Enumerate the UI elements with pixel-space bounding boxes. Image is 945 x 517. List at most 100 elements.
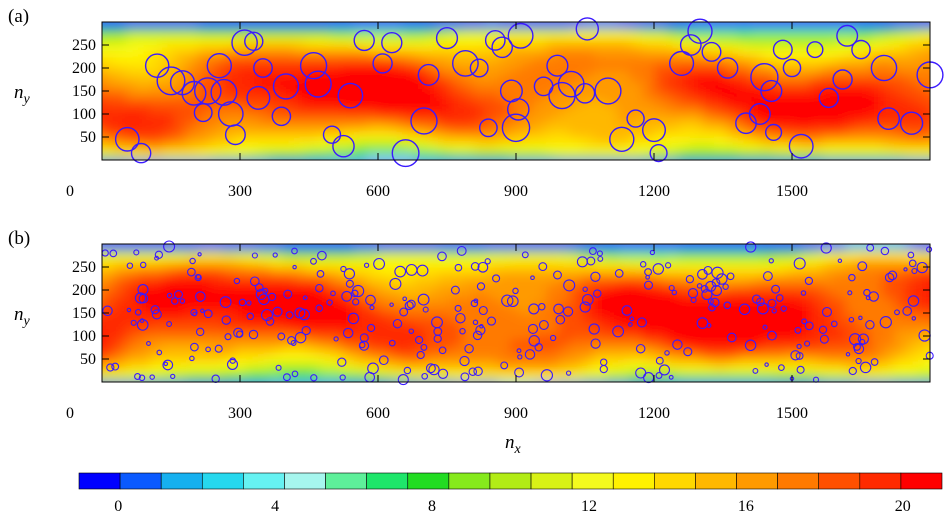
field-cell: [102, 304, 115, 311]
field-cell: [750, 256, 763, 263]
field-cell: [174, 334, 187, 341]
field-cell: [690, 58, 703, 65]
field-cell: [198, 82, 211, 89]
field-cell: [342, 136, 355, 143]
field-cell: [366, 40, 379, 47]
field-cell: [498, 322, 511, 329]
particle-circle: [639, 261, 647, 268]
field-cell: [918, 130, 930, 137]
field-cell: [702, 52, 715, 59]
field-cell: [366, 160, 379, 167]
field-cell: [678, 154, 691, 160]
field-cell: [798, 124, 811, 131]
field-cell: [510, 364, 523, 371]
field-cell: [678, 352, 691, 359]
field-cell: [246, 88, 259, 95]
field-cell: [714, 22, 727, 29]
field-cell: [606, 112, 619, 119]
field-cell: [378, 250, 391, 257]
field-cell: [906, 118, 919, 125]
field-cell: [930, 310, 943, 317]
field-cell: [270, 274, 283, 281]
field-cell: [246, 340, 259, 347]
field-cell: [510, 70, 523, 77]
field-cell: [354, 142, 367, 149]
field-cell: [690, 358, 703, 365]
field-cell: [234, 304, 247, 311]
field-cell: [666, 136, 679, 143]
field-cell: [354, 22, 367, 29]
field-cell: [210, 58, 223, 65]
field-cell: [474, 154, 487, 160]
field-cell: [426, 100, 439, 107]
field-cell: [138, 58, 151, 65]
field-cell: [930, 250, 943, 257]
field-cell: [174, 82, 187, 89]
field-cell: [450, 34, 463, 41]
field-cell: [354, 358, 367, 365]
field-cell: [570, 262, 583, 269]
field-cell: [762, 130, 775, 137]
field-cell: [366, 70, 379, 77]
field-cell: [642, 106, 655, 113]
field-cell: [354, 280, 367, 287]
field-cell: [894, 280, 907, 287]
field-cell: [162, 268, 175, 275]
field-cell: [450, 136, 463, 143]
field-cell: [582, 262, 595, 269]
field-cell: [306, 286, 319, 293]
field-cell: [534, 88, 547, 95]
field-cell: [894, 274, 907, 281]
field-cell: [870, 358, 883, 365]
field-cell: [618, 118, 631, 125]
field-cell: [666, 250, 679, 257]
field-cell: [702, 46, 715, 53]
field-cell: [426, 154, 439, 160]
field-cell: [930, 346, 943, 353]
field-cell: [522, 52, 535, 59]
field-cell: [750, 94, 763, 101]
field-cell: [270, 160, 283, 167]
colorbar-segment: [243, 472, 285, 490]
field-cell: [666, 298, 679, 305]
particle-circle: [644, 268, 653, 277]
field-cell: [762, 322, 775, 329]
field-cell: [918, 298, 930, 305]
field-cell: [102, 316, 115, 323]
field-cell: [282, 292, 295, 299]
colorbar-segment: [489, 472, 532, 490]
particle-circle: [272, 306, 283, 317]
field-cell: [846, 262, 859, 269]
particle-circle: [339, 374, 346, 381]
field-cell: [150, 130, 163, 137]
field-cell: [474, 40, 487, 47]
x-tick-label: 1500: [776, 405, 808, 422]
field-cell: [306, 130, 319, 137]
field-cell: [498, 148, 511, 155]
field-cell: [198, 364, 211, 371]
field-cell: [402, 244, 415, 251]
field-cell: [330, 88, 343, 95]
field-cell: [750, 34, 763, 41]
field-cell: [618, 76, 631, 83]
field-cell: [414, 100, 427, 107]
field-cell: [174, 310, 187, 317]
particle-circle: [358, 340, 370, 351]
field-cell: [894, 244, 907, 251]
field-cell: [138, 154, 151, 160]
field-cell: [750, 244, 763, 251]
particle-circle: [433, 334, 442, 343]
field-cell: [594, 376, 607, 382]
field-cell: [882, 370, 895, 377]
field-cell: [726, 124, 739, 131]
field-cell: [174, 382, 187, 389]
field-cell: [870, 130, 883, 137]
field-cell: [918, 160, 931, 167]
field-cell: [138, 88, 151, 95]
field-cell: [618, 322, 631, 329]
field-cell: [258, 358, 271, 365]
field-cell: [846, 94, 859, 101]
field-cell: [222, 82, 235, 89]
field-cell: [126, 382, 139, 389]
field-cell: [354, 250, 367, 257]
